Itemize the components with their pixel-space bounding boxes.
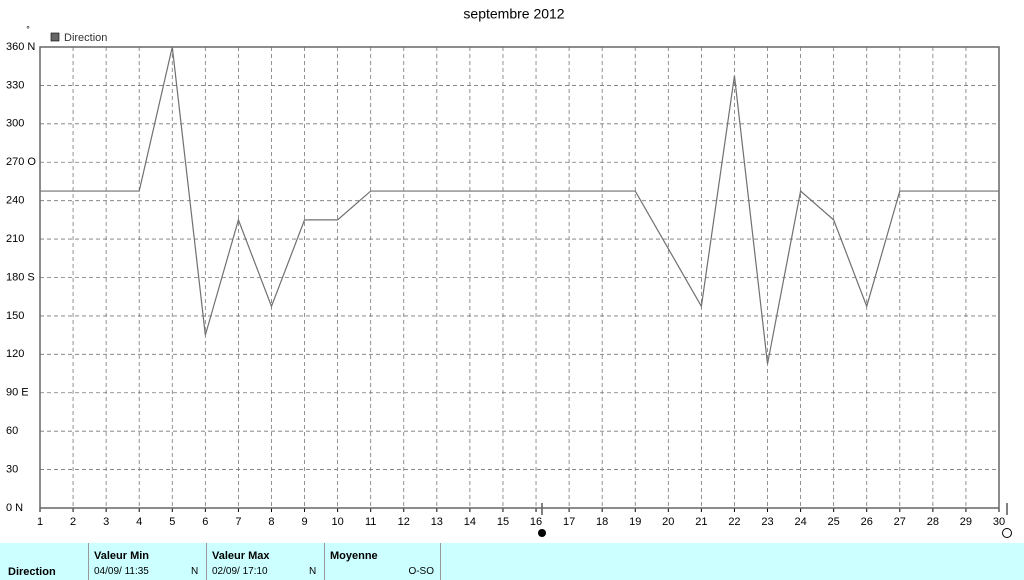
y-tick-label: 150 [6,310,24,322]
x-tick-label: 3 [103,516,109,528]
chart-title: septembre 2012 [463,6,564,22]
x-tick-label: 16 [530,516,542,528]
data-line [40,46,999,365]
x-tick-label: 26 [861,516,873,528]
y-tick-label: 90 E [6,387,29,399]
x-tick-label: 21 [695,516,707,528]
x-tick-label: 20 [662,516,674,528]
x-tick-label: 25 [828,516,840,528]
x-tick-label: 27 [894,516,906,528]
y-tick-label: 330 [6,79,24,91]
value: N [309,566,317,577]
y-tick-label: 240 [6,195,24,207]
x-tick-label: 7 [235,516,241,528]
header: Moyenne [330,550,378,562]
x-tick-label: 19 [629,516,641,528]
date: 04/09/ 11:35 [94,566,149,577]
y-tick-label: 270 O [6,156,36,168]
summary-panel: Direction Valeur Min 04/09/ 11:35 N Vale… [0,543,1024,580]
x-tick-label: 13 [431,516,443,528]
y-tick-label: 180 S [6,271,35,283]
x-tick-label: 15 [497,516,509,528]
min-cell: Valeur Min 04/09/ 11:35 N [88,543,206,580]
x-tick-label: 23 [761,516,773,528]
x-tick-label: 22 [728,516,740,528]
y-tick-label: 300 [6,118,24,130]
x-tick-label: 1 [37,516,43,528]
marker [1002,528,1012,538]
x-tick-label: 8 [268,516,274,528]
x-tick-label: 24 [794,516,806,528]
x-tick-label: 4 [136,516,142,528]
x-tick-label: 12 [398,516,410,528]
x-tick-label: 17 [563,516,575,528]
date: 02/09/ 17:10 [212,566,268,577]
x-tick-label: 5 [169,516,175,528]
y-tick-label: 120 [6,348,24,360]
y-tick-label: 360 N [6,41,35,53]
row-cell: Direction [0,543,88,580]
y-tick-label: 0 N [6,502,23,514]
legend-label: Direction [64,32,107,44]
y-tick-label: 210 [6,233,24,245]
value: O-SO [408,566,434,577]
x-tick-label: 6 [202,516,208,528]
legend-swatch [50,32,60,42]
x-tick-label: 18 [596,516,608,528]
x-tick-label: 10 [331,516,343,528]
x-tick-label: 28 [927,516,939,528]
plot-frame [39,46,1000,509]
marker [538,529,546,537]
header: Valeur Min [94,550,150,562]
x-tick-label: 9 [301,516,307,528]
x-tick-label: 14 [464,516,476,528]
max-cell: Valeur Max 02/09/ 17:10 N [206,543,324,580]
y-tick-label: 60 [6,425,18,437]
y-tick-label: 30 [6,463,18,475]
value: N [191,566,199,577]
row-label: Direction [8,566,56,578]
header: Valeur Max [212,550,270,562]
x-tick-label: 30 [993,516,1005,528]
x-tick-label: 29 [960,516,972,528]
mean-cell: Moyenne O-SO [324,543,441,580]
x-tick-label: 11 [365,516,376,528]
y-axis-label: ° [26,24,30,34]
x-tick-label: 2 [70,516,76,528]
